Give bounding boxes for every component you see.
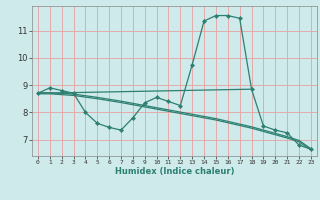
X-axis label: Humidex (Indice chaleur): Humidex (Indice chaleur) [115, 167, 234, 176]
